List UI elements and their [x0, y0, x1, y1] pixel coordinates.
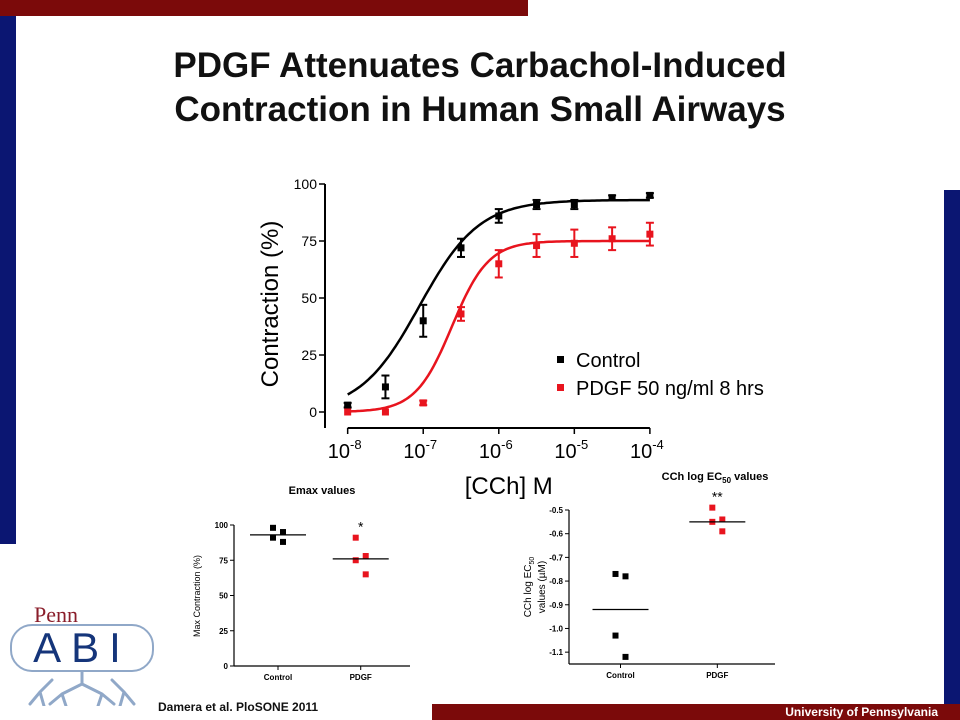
data-point-pdgf	[352, 534, 359, 541]
x-tick-label: PDGF	[350, 673, 372, 682]
penn-abi-logo: Penn ABI	[8, 602, 158, 706]
y-tick-label: -0.7	[549, 553, 563, 562]
data-point-control	[280, 529, 286, 536]
legend-label-control: Control	[576, 350, 640, 372]
data-point-control	[270, 524, 276, 531]
y-axis-label: Contraction (%)	[257, 221, 284, 388]
data-point-control	[419, 317, 427, 325]
data-point-pdgf	[381, 408, 389, 416]
data-point-pdgf	[709, 504, 716, 511]
bottom-accent-bar	[432, 704, 960, 720]
data-point-control	[622, 653, 629, 660]
y-tick-label: 75	[301, 233, 317, 249]
y-tick-label: 50	[301, 290, 317, 306]
y-axis-label-line-2: values (µM)	[537, 561, 548, 613]
significance-marker: *	[358, 519, 364, 535]
y-tick-label: 100	[215, 521, 229, 530]
data-point-pdgf	[419, 399, 427, 407]
chart-title: CCh log EC50 values	[662, 471, 769, 485]
x-tick-label: Control	[606, 671, 634, 680]
y-tick-label: 50	[219, 592, 228, 601]
y-tick-label: -0.8	[549, 577, 563, 586]
data-point-control	[457, 244, 465, 252]
y-axis-label-line-1: CCh log EC50	[523, 557, 536, 618]
citation: Damera et al. PloSONE 2011	[158, 700, 319, 714]
data-point-pdgf	[362, 571, 369, 578]
y-tick-label: 25	[219, 627, 228, 636]
legend-label-pdgf: PDGF 50 ng/ml 8 hrs	[576, 378, 764, 400]
data-point-pdgf	[719, 516, 726, 523]
y-tick-label: 0	[309, 404, 317, 420]
footer-university: University of Pennsylvania	[785, 705, 938, 719]
legend-marker-pdgf	[557, 384, 564, 391]
data-point-control	[608, 194, 616, 202]
x-tick-label: 10-4	[630, 437, 664, 463]
data-point-control	[646, 191, 654, 199]
data-point-control	[612, 570, 619, 577]
data-point-control	[495, 212, 503, 220]
logo-abi-text: ABI	[33, 624, 131, 671]
x-tick-label: 10-8	[328, 437, 362, 463]
y-tick-label: -1.1	[549, 648, 563, 657]
x-tick-label: Control	[264, 673, 292, 682]
y-tick-label: 25	[301, 347, 317, 363]
x-tick-label: 10-7	[403, 437, 437, 463]
lung-icon	[28, 670, 136, 706]
data-point-pdgf	[352, 557, 359, 564]
y-tick-label: 100	[294, 176, 318, 192]
data-point-control	[344, 401, 352, 409]
ec50-scatter-chart: -0.5 -0.6 -0.7 -0.8 -0.9 -1.0 -1.1 Control PDGF *…	[523, 471, 775, 680]
y-tick-label: -0.5	[549, 506, 563, 515]
x-tick-label: 10-6	[479, 437, 513, 463]
logo-penn-text: Penn	[34, 602, 78, 627]
data-point-pdgf	[570, 239, 578, 247]
slide-title-line-2: Contraction in Human Small Airways	[174, 90, 786, 129]
data-point-pdgf	[533, 242, 541, 250]
data-point-pdgf	[646, 230, 654, 238]
data-point-control	[381, 383, 389, 391]
y-tick-label: -1.0	[549, 624, 563, 633]
x-tick-label: 10-5	[554, 437, 588, 463]
data-point-pdgf	[608, 235, 616, 243]
y-tick-label: -0.9	[549, 601, 563, 610]
dose-response-chart: 0 25 50 75 100 10-8 10-7 10-6 10-5 10-4 [CCh] M Con…	[257, 176, 764, 500]
data-point-control	[270, 534, 276, 541]
x-tick-label: PDGF	[706, 671, 728, 680]
right-accent-bar	[944, 190, 960, 704]
data-point-pdgf	[719, 528, 726, 535]
data-point-control	[533, 201, 541, 209]
emax-scatter-chart: 0 25 50 75 100 Control PDGF * Emax values Max Con…	[192, 485, 410, 682]
data-point-control	[280, 538, 286, 545]
data-point-pdgf	[344, 408, 352, 416]
left-accent-bar	[0, 16, 16, 544]
significance-marker: **	[712, 489, 723, 505]
data-point-pdgf	[457, 310, 465, 318]
y-tick-label: 75	[219, 556, 228, 565]
data-point-pdgf	[495, 260, 503, 268]
data-point-control	[622, 573, 629, 580]
y-axis-label: Max Contraction (%)	[192, 555, 202, 637]
slide-title-line-1: PDGF Attenuates Carbachol-Induced	[173, 46, 787, 85]
data-point-control	[612, 632, 619, 639]
data-point-pdgf	[362, 553, 369, 560]
legend-marker-control	[557, 356, 564, 363]
y-tick-label: -0.6	[549, 530, 563, 539]
top-accent-bar	[0, 0, 528, 16]
slide-title: PDGF Attenuates Carbachol-Induced Contra…	[60, 44, 900, 132]
x-axis-label: [CCh] M	[465, 473, 553, 500]
y-tick-label: 0	[224, 662, 229, 671]
chart-title: Emax values	[289, 485, 356, 497]
data-point-control	[570, 201, 578, 209]
